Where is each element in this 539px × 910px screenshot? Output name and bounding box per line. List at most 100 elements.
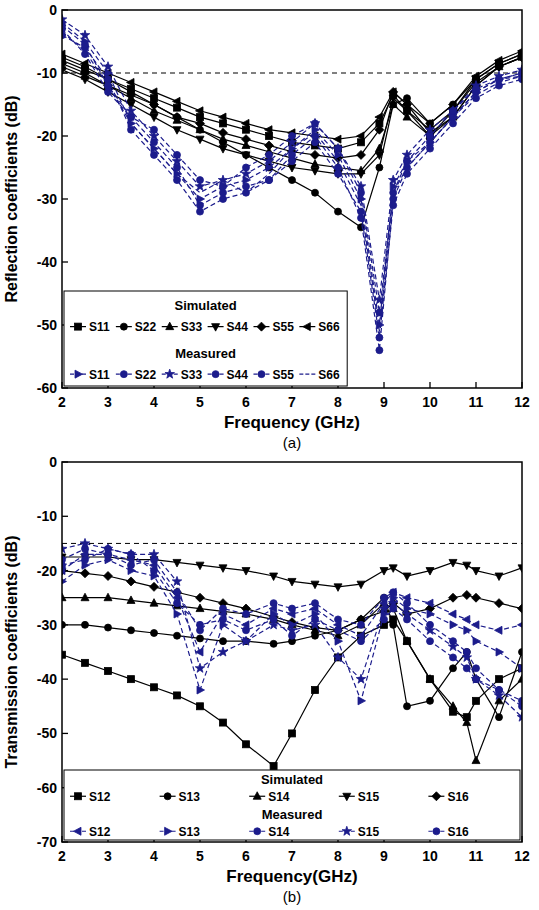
marker	[241, 636, 251, 645]
marker	[165, 369, 175, 378]
marker	[220, 183, 227, 190]
marker	[432, 792, 441, 801]
marker	[258, 371, 265, 378]
x-tick-label: 10	[422, 848, 438, 864]
marker	[128, 551, 135, 558]
marker	[427, 133, 434, 140]
marker	[220, 182, 228, 190]
marker	[289, 158, 296, 165]
plot-frame	[62, 10, 522, 388]
legend-box	[64, 291, 347, 386]
marker	[266, 151, 273, 158]
marker	[195, 663, 205, 672]
marker	[357, 150, 366, 159]
marker	[103, 62, 113, 71]
marker	[174, 151, 181, 158]
marker	[335, 208, 342, 215]
marker	[128, 114, 135, 121]
legend-swatch	[299, 374, 315, 375]
legend-label: S66	[318, 368, 340, 382]
marker	[335, 616, 342, 623]
marker	[173, 127, 181, 135]
marker	[104, 593, 112, 601]
marker	[404, 638, 411, 645]
series-line	[62, 619, 522, 766]
series-line	[62, 26, 522, 313]
marker	[219, 128, 228, 137]
marker	[82, 621, 89, 628]
marker	[473, 676, 480, 683]
marker	[388, 175, 398, 184]
marker	[219, 146, 227, 154]
marker	[289, 605, 296, 612]
marker	[390, 621, 397, 628]
y-tick-label: -60	[37, 780, 57, 796]
marker	[472, 568, 480, 576]
x-tick-label: 11	[469, 394, 484, 410]
series-line	[62, 51, 522, 139]
series-line	[62, 57, 522, 174]
marker	[197, 208, 204, 215]
x-tick-label: 7	[288, 848, 296, 864]
reference-line	[62, 73, 522, 74]
marker	[172, 576, 182, 585]
marker	[270, 600, 277, 607]
marker	[150, 599, 158, 607]
y-tick-label: -10	[37, 508, 57, 524]
marker	[496, 687, 503, 694]
marker	[473, 676, 480, 683]
marker	[473, 697, 480, 704]
marker	[173, 97, 181, 105]
legend-label: S55	[272, 320, 294, 334]
x-tick-label: 11	[469, 848, 484, 864]
marker	[448, 642, 458, 651]
marker	[463, 665, 470, 672]
marker	[472, 621, 480, 629]
marker	[342, 826, 352, 835]
marker	[220, 605, 227, 612]
marker	[495, 626, 503, 634]
marker	[427, 133, 434, 140]
legend-label: S33	[181, 368, 203, 382]
marker	[381, 594, 388, 601]
marker	[311, 168, 319, 176]
marker	[242, 135, 251, 144]
x-tick-label: 3	[104, 394, 112, 410]
marker	[427, 638, 434, 645]
legend-label: S12	[89, 825, 111, 839]
series-line	[62, 549, 522, 701]
marker	[496, 676, 503, 683]
series-line	[62, 554, 522, 652]
marker	[242, 568, 250, 576]
marker	[311, 150, 320, 159]
marker	[404, 600, 411, 607]
marker	[472, 593, 481, 602]
marker	[196, 604, 204, 612]
marker	[127, 596, 135, 604]
marker	[289, 177, 296, 184]
legend-label: S12	[89, 790, 111, 804]
x-tick-label: 2	[58, 848, 66, 864]
series-line	[62, 32, 522, 331]
series-line	[62, 57, 522, 158]
marker	[243, 151, 250, 158]
marker	[449, 559, 457, 567]
marker	[311, 581, 319, 589]
x-tick-label: 10	[422, 394, 438, 410]
marker	[174, 610, 182, 618]
y-tick-label: -60	[37, 380, 57, 396]
marker	[426, 568, 434, 576]
y-tick-label: -70	[37, 834, 57, 850]
y-axis-title: Transmission coefficients (dB)	[3, 536, 20, 769]
marker	[165, 827, 173, 835]
marker	[404, 170, 411, 177]
marker	[496, 687, 503, 694]
marker	[312, 687, 319, 694]
marker	[151, 630, 158, 637]
marker	[357, 132, 365, 140]
marker	[270, 573, 278, 581]
marker	[270, 640, 277, 647]
x-tick	[429, 382, 430, 388]
marker	[389, 87, 398, 96]
marker	[173, 559, 181, 567]
